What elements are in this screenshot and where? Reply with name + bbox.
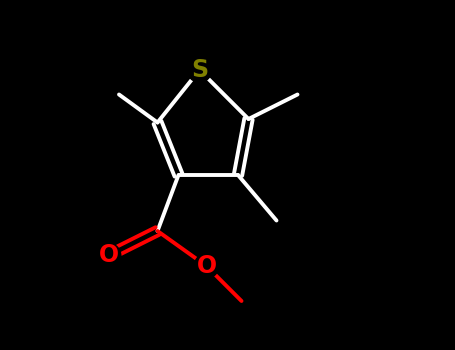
Circle shape: [96, 243, 121, 268]
Circle shape: [194, 254, 219, 278]
Circle shape: [187, 58, 212, 82]
Text: O: O: [197, 254, 217, 278]
Text: S: S: [191, 58, 208, 82]
Text: O: O: [98, 244, 119, 267]
